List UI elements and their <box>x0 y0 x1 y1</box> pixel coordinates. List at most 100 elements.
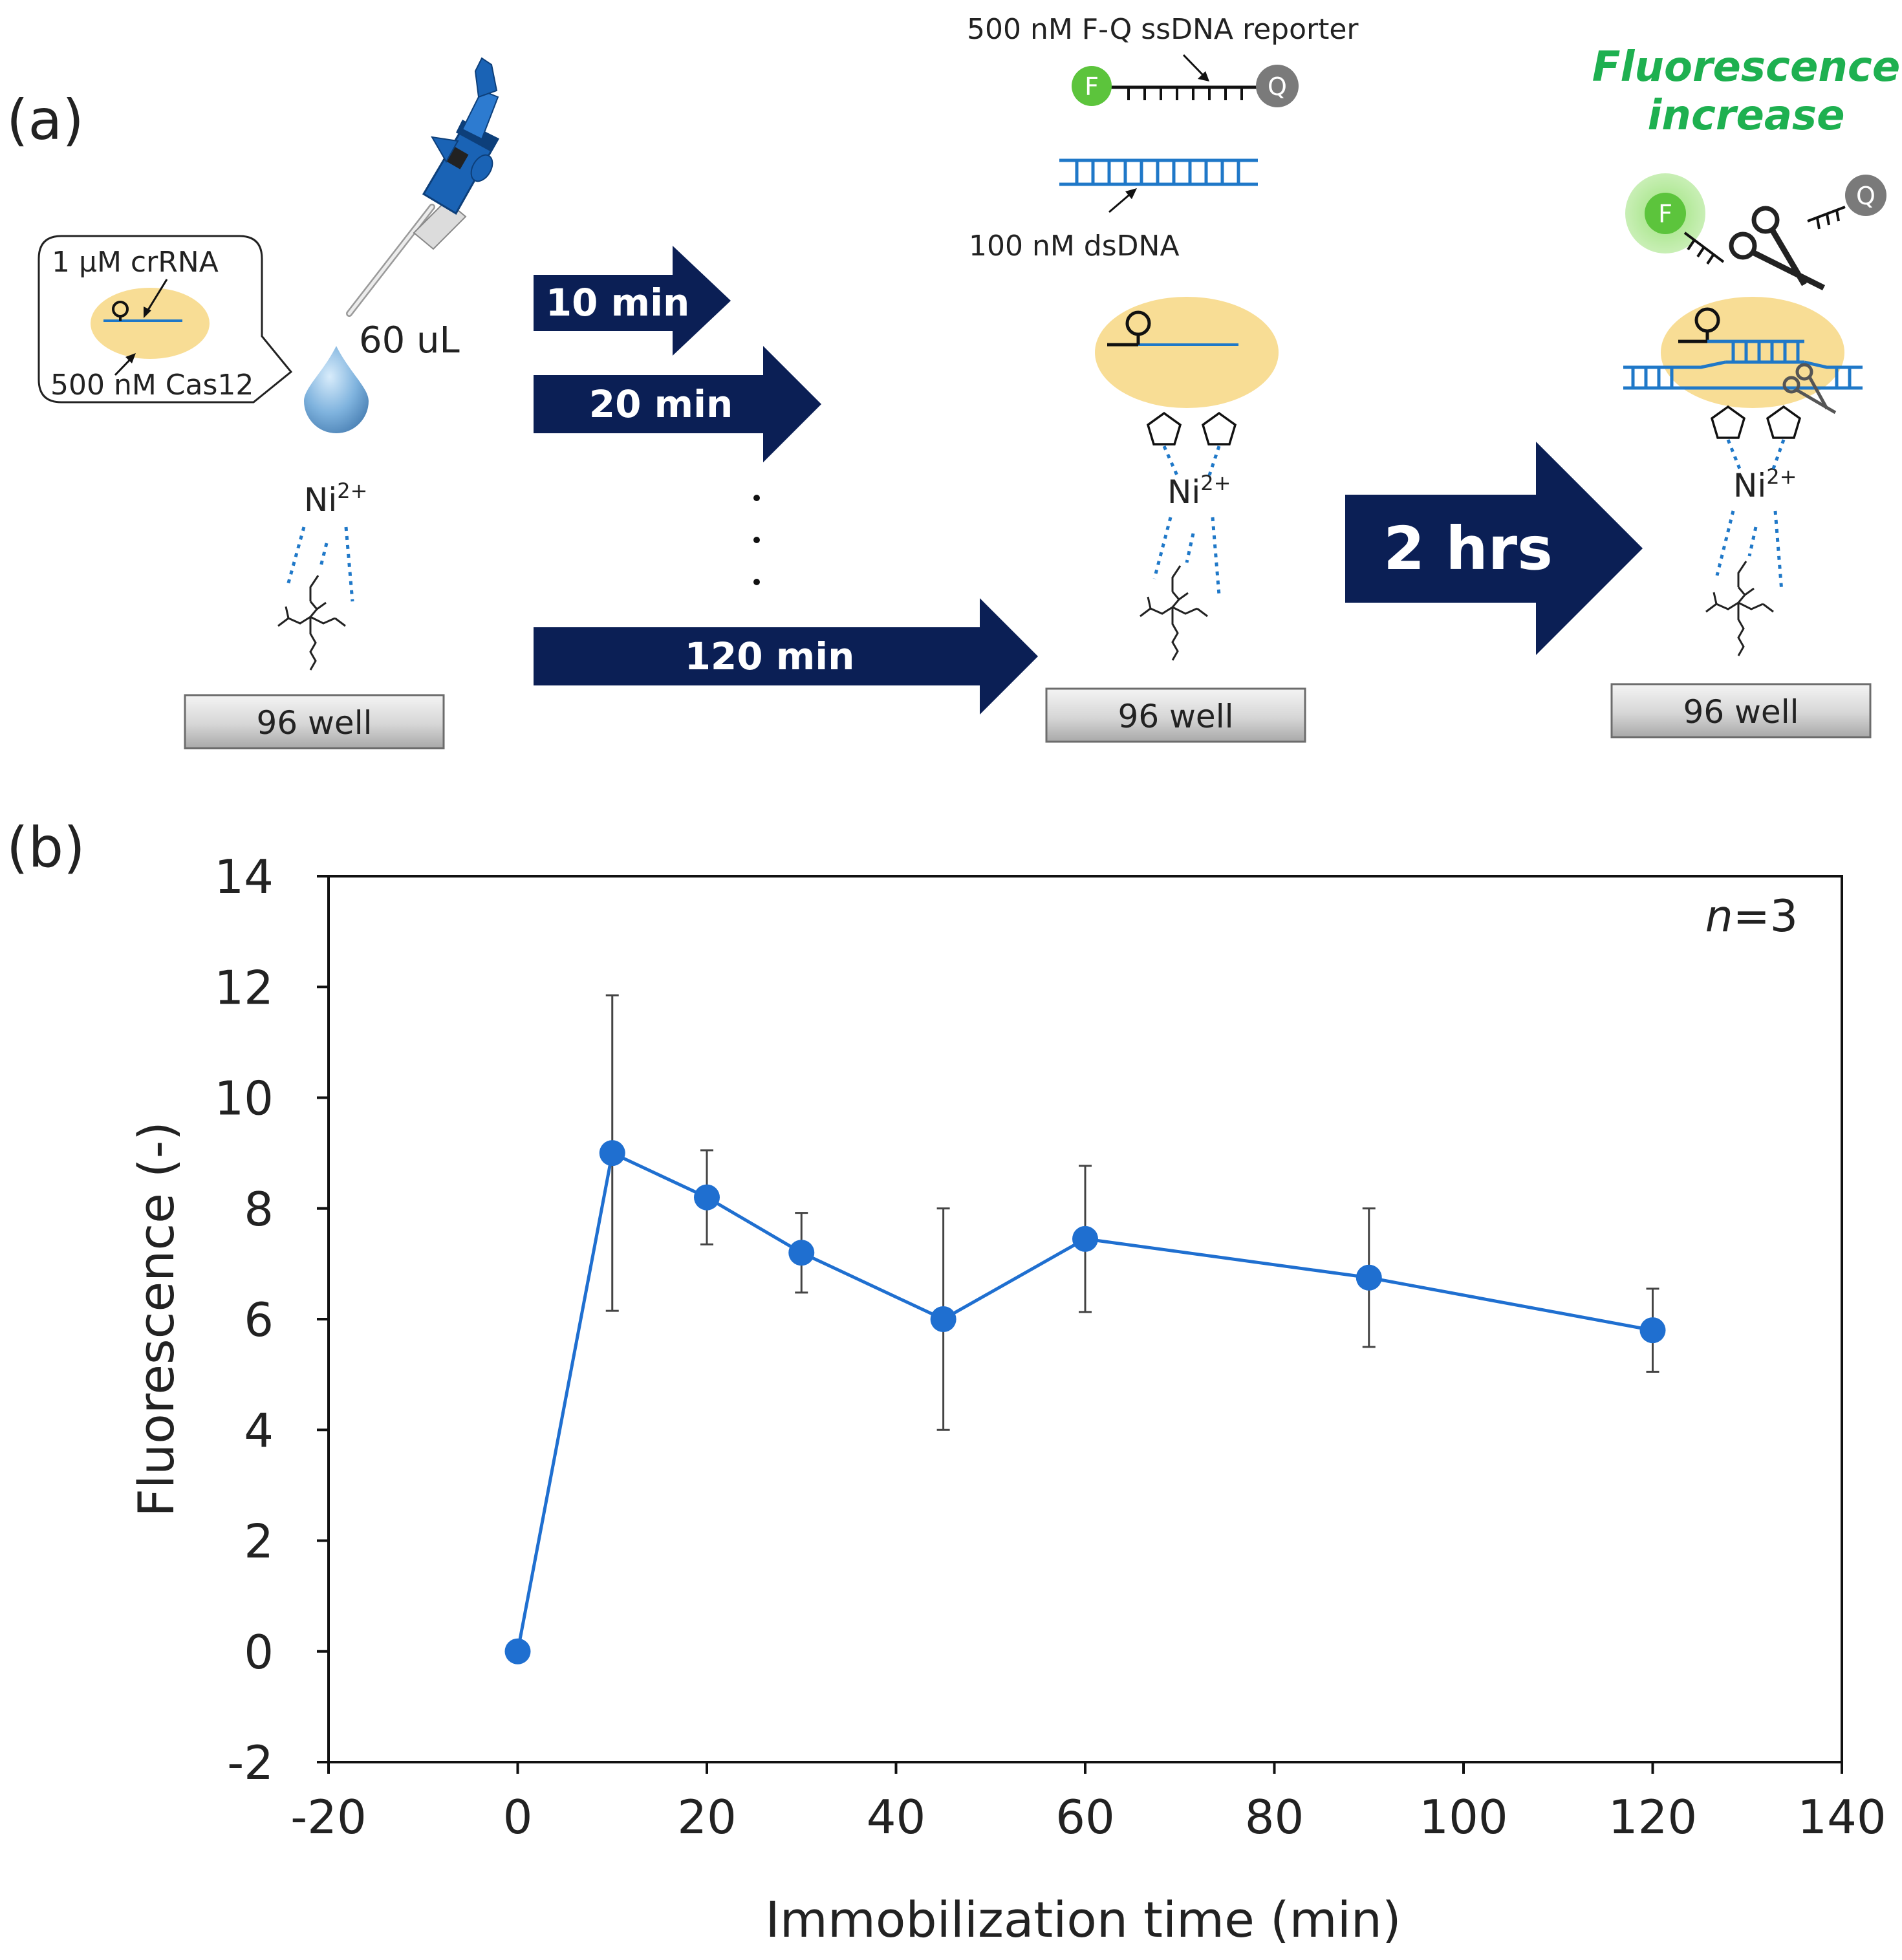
his-tag-pentagon-2 <box>1202 412 1237 446</box>
ssdna-ticks <box>1127 87 1243 100</box>
x-axis-label: Immobilization time (min) <box>765 1891 1401 1948</box>
pipette-illustration <box>346 57 500 317</box>
y-tick-label: 10 <box>214 1072 274 1126</box>
his-tag-pentagon-3 <box>1711 405 1745 439</box>
callout-crrna-label: 1 µM crRNA <box>52 246 219 279</box>
x-tick-label: 60 <box>1055 1790 1115 1844</box>
well-label-left: 96 well <box>257 704 373 742</box>
coordination-lines-right <box>1715 439 1786 592</box>
cas12-protein-small <box>91 288 210 359</box>
y-tick-label: 0 <box>244 1625 274 1679</box>
ni-ion-right: Ni2+ <box>1733 464 1797 504</box>
arrow-20-min: 20 min <box>534 346 821 462</box>
data-point <box>1072 1225 1098 1252</box>
cleaved-reporter-fragment-q <box>1807 206 1846 230</box>
reporter-arrowhead <box>1198 71 1209 81</box>
fluorophore-f <box>1072 66 1112 106</box>
x-tick-label: 40 <box>867 1790 926 1844</box>
x-tick-label: -20 <box>290 1790 367 1844</box>
reporter-arrow <box>1182 54 1205 78</box>
well-label-right: 96 well <box>1683 693 1799 731</box>
x-tick-label: 80 <box>1245 1790 1304 1844</box>
y-tick-label: 8 <box>244 1182 274 1236</box>
dsdna-arrow <box>1108 191 1132 213</box>
well-plate-middle <box>1045 687 1306 743</box>
x-axis-ticks: -20 0 20 40 60 80 100 120 140 <box>290 1762 1886 1844</box>
svg-text:10 min: 10 min <box>546 281 690 325</box>
arrow-2-hrs: 2 hrs <box>1345 442 1643 655</box>
well-plate-left <box>184 694 445 749</box>
arrow-120-min: 120 min <box>534 598 1038 715</box>
ellipsis-dots <box>753 495 760 585</box>
well-plate-right <box>1610 683 1872 738</box>
nta-left <box>277 574 347 671</box>
svg-text:Q: Q <box>1856 182 1875 210</box>
scissors-icon <box>1729 206 1826 291</box>
x-tick-label: 140 <box>1797 1790 1886 1844</box>
scissors-small-icon <box>1782 363 1837 415</box>
data-point <box>1356 1264 1382 1291</box>
y-tick-label: -2 <box>227 1736 274 1790</box>
dsdna-target <box>1059 158 1258 186</box>
crrna-arrowhead <box>144 307 151 318</box>
ni-ion-left: Ni2+ <box>304 479 367 519</box>
fluorescence-title-line2: increase <box>1647 92 1844 140</box>
fluorescence-title-line1: Fluorescence <box>1592 43 1901 91</box>
coordination-lines-left <box>286 526 354 602</box>
y-tick-label: 12 <box>214 960 274 1015</box>
series-line-fluorescence <box>516 1150 1653 1652</box>
cleaved-reporter-fragment-f <box>1683 232 1725 265</box>
y-tick-label: 14 <box>214 850 274 904</box>
y-axis-ticks: -2 0 2 4 6 8 10 12 14 <box>214 850 329 1790</box>
dsdna-label: 100 nM dsDNA <box>969 230 1180 263</box>
data-point <box>930 1306 956 1332</box>
svg-text:20 min: 20 min <box>589 382 733 426</box>
error-bars <box>605 994 1659 1431</box>
quencher-q <box>1256 65 1299 107</box>
plot-area-frame <box>327 875 1843 1763</box>
y-tick-label: 2 <box>244 1514 274 1569</box>
nta-middle <box>1139 565 1209 662</box>
fluorophore-released <box>1645 193 1686 234</box>
coordination-lines-middle <box>1152 445 1221 596</box>
well-label-middle: 96 well <box>1118 698 1234 735</box>
svg-text:Q: Q <box>1268 72 1287 101</box>
callout-cas-label: 500 nM Cas12 <box>50 369 254 402</box>
svg-text:2 hrs: 2 hrs <box>1383 514 1553 583</box>
volume-label: 60 uL <box>359 319 460 361</box>
quencher-released <box>1845 175 1886 216</box>
data-points <box>504 1140 1666 1664</box>
y-tick-label: 4 <box>244 1403 274 1458</box>
svg-text:F: F <box>1085 72 1099 101</box>
svg-text:F: F <box>1658 200 1672 228</box>
ni-ion-middle: Ni2+ <box>1167 471 1231 511</box>
reporter-label: 500 nM F-Q ssDNA reporter <box>967 13 1359 46</box>
x-tick-label: 20 <box>677 1790 737 1844</box>
x-tick-label: 100 <box>1419 1790 1508 1844</box>
cas-arrowhead <box>125 353 136 363</box>
svg-text:120 min: 120 min <box>685 634 855 678</box>
y-axis-label: Fluorescence (-) <box>127 1121 185 1517</box>
dsdna-arrowhead <box>1125 188 1137 199</box>
bound-dsdna <box>1623 339 1863 390</box>
droplet <box>304 346 369 433</box>
n-annotation: n=3 <box>1705 891 1798 942</box>
data-point <box>599 1140 625 1167</box>
his-tag-pentagon-1 <box>1147 412 1182 446</box>
data-point <box>694 1184 720 1211</box>
data-point <box>1639 1317 1666 1344</box>
data-point <box>504 1638 531 1664</box>
crrna-arrow <box>145 279 168 314</box>
his-tag-pentagon-4 <box>1766 405 1801 439</box>
panel-b-label: (b) <box>6 815 85 880</box>
y-tick-label: 6 <box>244 1293 274 1347</box>
arrow-10-min: 10 min <box>534 246 731 356</box>
x-tick-label: 0 <box>503 1790 533 1844</box>
data-point <box>788 1240 815 1266</box>
panel-a-label: (a) <box>6 88 84 153</box>
cas12-protein-middle <box>1095 297 1279 408</box>
x-tick-label: 120 <box>1608 1790 1697 1844</box>
nta-right <box>1705 560 1775 657</box>
